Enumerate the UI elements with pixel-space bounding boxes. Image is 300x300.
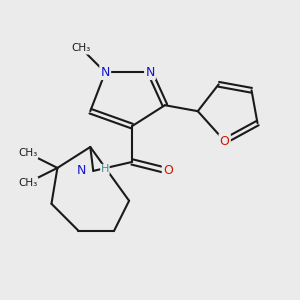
Text: N: N <box>76 164 86 177</box>
Text: CH₃: CH₃ <box>72 44 91 53</box>
Text: CH₃: CH₃ <box>18 148 37 158</box>
Text: N: N <box>100 66 110 79</box>
Text: N: N <box>145 66 155 79</box>
Text: CH₃: CH₃ <box>18 178 37 188</box>
Text: O: O <box>163 164 173 177</box>
Text: O: O <box>220 134 230 148</box>
Text: H: H <box>101 164 109 174</box>
